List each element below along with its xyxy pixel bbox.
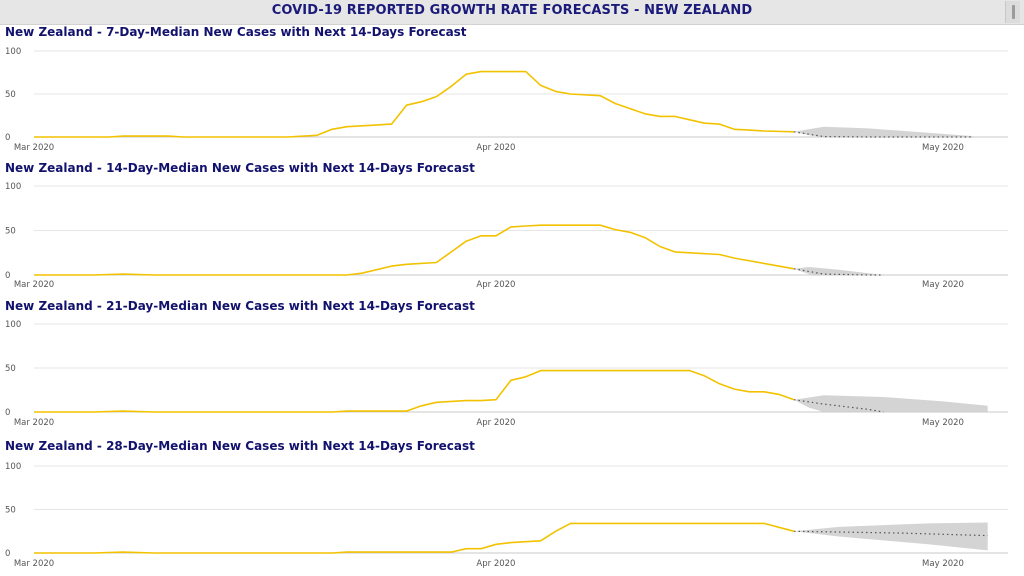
forecast-band (794, 522, 988, 551)
y-tick-label: 0 (5, 133, 10, 143)
chart-svg: 0 50 100 Mar 2020 Apr 2020 May 2020 (5, 320, 1008, 428)
chart-svg: 0 50 100 Mar 2020 Apr 2020 May 2020 (5, 182, 1008, 290)
x-tick-label: Mar 2020 (14, 280, 54, 290)
y-tick-label: 50 (5, 90, 16, 100)
median-cases-line (34, 70, 795, 138)
y-tick-label: 100 (5, 462, 21, 472)
forecast-band (794, 395, 988, 412)
scrollbar-thumb[interactable] (1012, 5, 1015, 19)
x-tick-label: Mar 2020 (14, 559, 54, 569)
median-cases-line (34, 522, 795, 554)
page-title: COVID-19 REPORTED GROWTH RATE FORECASTS … (271, 3, 753, 18)
y-tick-label: 0 (5, 408, 10, 418)
y-tick-label: 50 (5, 506, 16, 516)
chart-title: New Zealand - 14-Day-Median New Cases wi… (5, 161, 475, 175)
chart-title: New Zealand - 21-Day-Median New Cases wi… (5, 299, 475, 313)
x-tick-label: May 2020 (922, 418, 964, 428)
x-tick-label: Apr 2020 (476, 143, 515, 153)
x-tick-label: May 2020 (922, 143, 964, 153)
x-tick-label: Mar 2020 (14, 143, 54, 153)
y-tick-label: 100 (5, 182, 21, 192)
y-tick-label: 0 (5, 271, 10, 281)
x-tick-label: May 2020 (922, 559, 964, 569)
y-tick-label: 100 (5, 320, 21, 330)
x-tick-label: Apr 2020 (476, 418, 515, 428)
x-tick-label: Apr 2020 (476, 559, 515, 569)
forecast-band (794, 126, 973, 137)
y-tick-label: 50 (5, 364, 16, 374)
scrollbar[interactable] (1005, 1, 1020, 23)
forecast-line (793, 530, 988, 537)
chart-panel-7-day: New Zealand - 7-Day-Median New Cases wit… (0, 25, 1024, 161)
chart-panel-14-day: New Zealand - 14-Day-Median New Cases wi… (0, 161, 1024, 299)
y-tick-label: 0 (5, 549, 10, 559)
chart-panel-28-day: New Zealand - 28-Day-Median New Cases wi… (0, 439, 1024, 576)
median-cases-line (34, 369, 795, 413)
dashboard-header: COVID-19 REPORTED GROWTH RATE FORECASTS … (0, 0, 1024, 25)
chart-svg: 0 50 100 Mar 2020 Apr 2020 May 2020 (5, 47, 1008, 153)
x-tick-label: Apr 2020 (476, 280, 515, 290)
chart-title: New Zealand - 28-Day-Median New Cases wi… (5, 439, 475, 453)
chart-svg: 0 50 100 Mar 2020 Apr 2020 May 2020 (5, 462, 1008, 569)
forecast-line (793, 268, 884, 276)
forecast-line (793, 131, 973, 138)
median-cases-line (34, 224, 795, 276)
x-tick-label: May 2020 (922, 280, 964, 290)
chart-title: New Zealand - 7-Day-Median New Cases wit… (5, 25, 467, 39)
y-tick-label: 50 (5, 227, 16, 237)
y-tick-label: 100 (5, 47, 21, 57)
chart-panel-21-day: New Zealand - 21-Day-Median New Cases wi… (0, 299, 1024, 439)
x-tick-label: Mar 2020 (14, 418, 54, 428)
